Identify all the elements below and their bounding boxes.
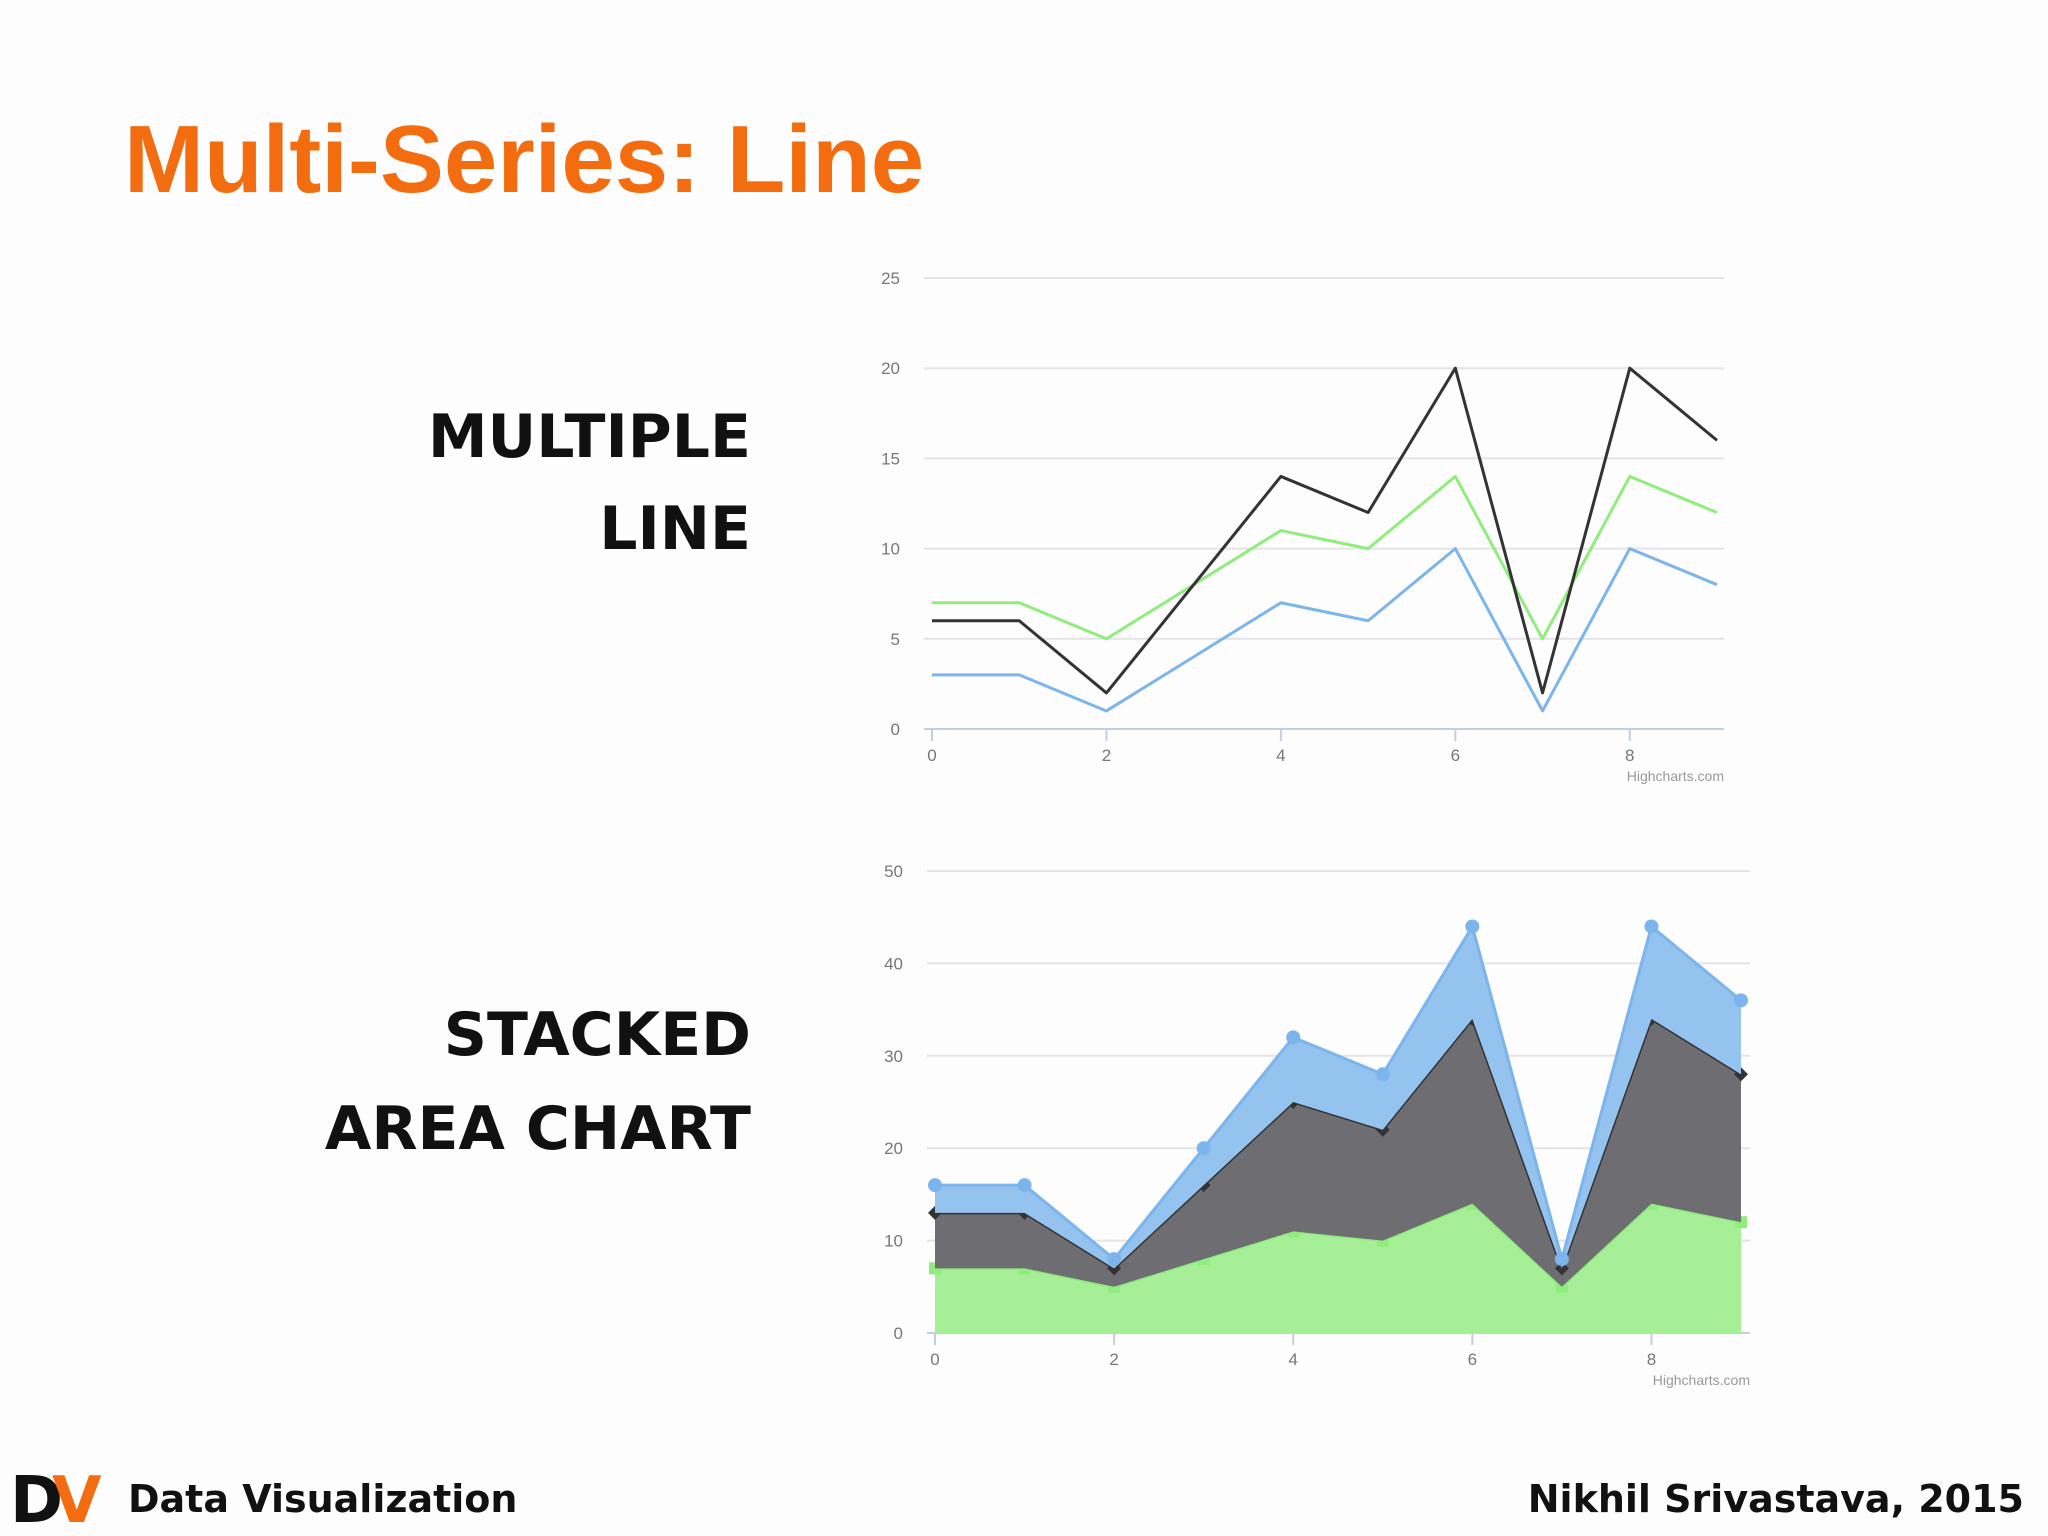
chart-caption: LINE	[599, 494, 751, 564]
y-tick-label: 5	[891, 630, 900, 649]
credits: Highcharts.com	[1627, 768, 1724, 784]
x-tick-label: 6	[1451, 746, 1460, 765]
x-tick-label: 2	[1102, 746, 1111, 765]
series-line	[932, 366, 1718, 695]
series-line	[932, 474, 1718, 641]
area-fill	[935, 1018, 1741, 1287]
chart-caption: MULTIPLE	[428, 402, 751, 472]
footer-left: Data Visualization	[128, 1477, 517, 1521]
marker	[1375, 1067, 1390, 1082]
chart-caption: STACKED	[444, 1000, 751, 1070]
y-tick-label: 10	[884, 1232, 903, 1251]
slide-title: Multi-Series: Line	[124, 106, 924, 213]
x-tick-label: 4	[1276, 746, 1285, 765]
x-tick-label: 6	[1468, 1350, 1477, 1369]
y-tick-label: 0	[894, 1324, 903, 1343]
y-tick-label: 20	[881, 359, 900, 378]
marker	[1465, 919, 1480, 934]
y-tick-label: 30	[884, 1047, 903, 1066]
y-tick-label: 25	[881, 269, 900, 288]
marker	[1644, 919, 1659, 934]
logo-d: D	[10, 1464, 63, 1536]
y-tick-label: 10	[881, 540, 900, 559]
marker	[1734, 993, 1748, 1008]
marker	[1286, 1030, 1301, 1045]
x-tick-label: 4	[1288, 1350, 1297, 1369]
chart-caption: AREA CHART	[325, 1094, 751, 1164]
logo-v: V	[52, 1464, 102, 1536]
x-tick-label: 0	[930, 1350, 939, 1369]
y-tick-label: 50	[884, 862, 903, 881]
x-tick-label: 0	[927, 746, 936, 765]
area-line	[935, 922, 1742, 1265]
x-tick-label: 2	[1109, 1350, 1118, 1369]
marker	[1017, 1178, 1032, 1193]
marker	[1554, 1252, 1569, 1267]
marker	[1107, 1252, 1122, 1267]
series-line	[932, 547, 1718, 713]
y-tick-label: 15	[881, 449, 900, 468]
x-tick-label: 8	[1625, 746, 1634, 765]
area-fill	[935, 926, 1741, 1269]
marker	[1196, 1141, 1211, 1156]
credits: Highcharts.com	[1653, 1372, 1750, 1388]
marker	[928, 1178, 942, 1193]
x-tick-label: 8	[1647, 1350, 1656, 1369]
footer-right: Nikhil Srivastava, 2015	[1528, 1477, 2024, 1521]
area-fill	[935, 1203, 1741, 1333]
y-tick-label: 0	[891, 720, 900, 739]
y-tick-label: 40	[884, 954, 903, 973]
y-tick-label: 20	[884, 1139, 903, 1158]
